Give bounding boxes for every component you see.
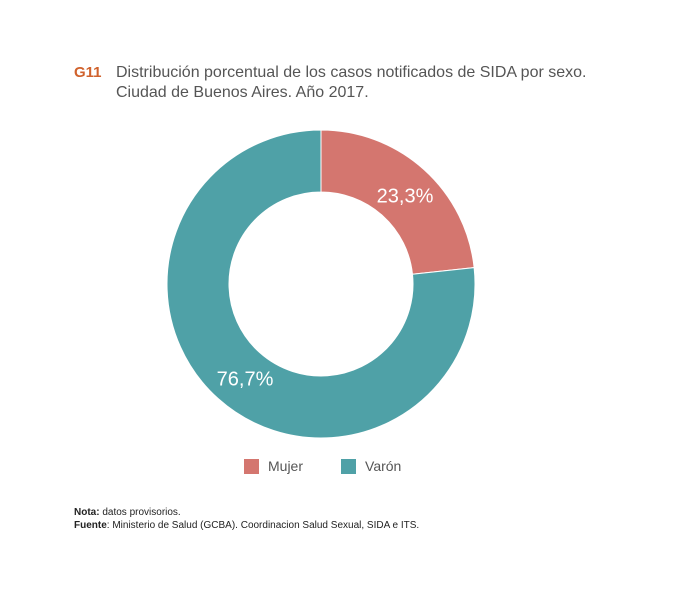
figure-id: G11	[74, 64, 102, 81]
chart-legend: Mujer Varón	[244, 458, 439, 474]
source-label: Fuente	[74, 520, 107, 531]
note-label: Nota:	[74, 507, 100, 518]
note-line: Nota: datos provisorios.	[74, 506, 419, 519]
note-text: datos provisorios.	[99, 507, 181, 518]
legend-item-varon: Varón	[341, 458, 401, 474]
legend-swatch-varon	[341, 458, 357, 474]
source-line: Fuente: Ministerio de Salud (GCBA). Coor…	[74, 519, 419, 532]
chart-title-line2: Ciudad de Buenos Aires. Año 2017.	[116, 84, 369, 101]
donut-slice-varon	[166, 129, 476, 439]
chart-notes: Nota: datos provisorios. Fuente: Ministe…	[74, 506, 419, 532]
legend-item-mujer: Mujer	[244, 458, 303, 474]
legend-swatch-mujer	[244, 458, 259, 474]
source-text: : Ministerio de Salud (GCBA). Coordinaci…	[106, 520, 420, 531]
legend-label-varon: Varón	[365, 458, 402, 474]
chart-title-line1: Distribución porcentual de los casos not…	[116, 64, 587, 81]
donut-slice-mujer	[320, 129, 475, 275]
chart-title: Distribución porcentual de los casos not…	[116, 63, 586, 103]
donut-chart: 23,3% 76,7%	[166, 129, 476, 439]
donut-label-mujer: 23,3%	[377, 185, 434, 207]
donut-label-varon: 76,7%	[217, 368, 274, 390]
legend-label-mujer: Mujer	[268, 458, 304, 474]
